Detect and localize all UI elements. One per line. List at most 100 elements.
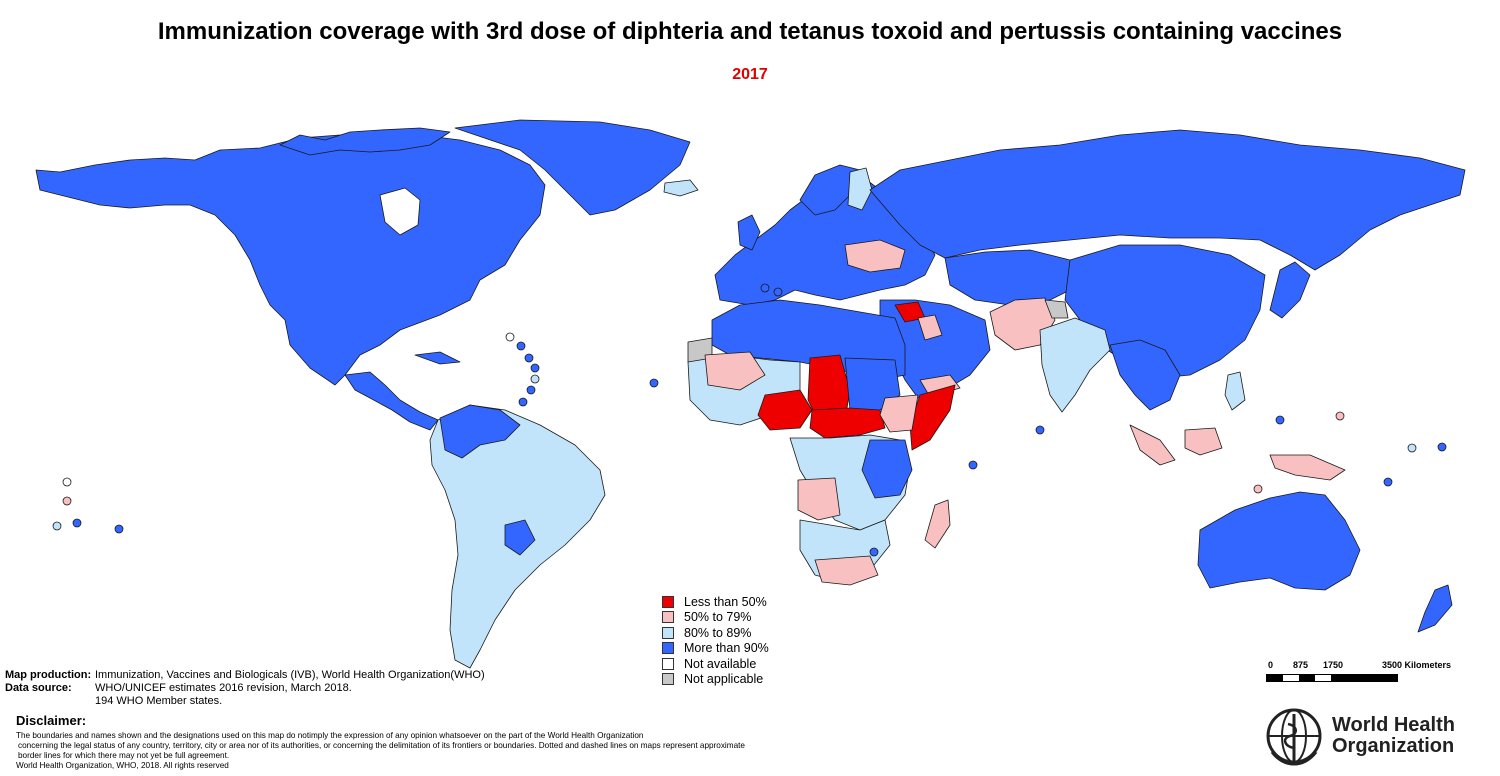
region-kashmir: [1044, 299, 1069, 319]
island-marker: [530, 363, 540, 373]
island-marker: [526, 385, 536, 395]
who-logo: World Health Organization: [1262, 704, 1455, 768]
production-key: Map production:: [5, 669, 92, 681]
source-value: WHO/UNICEF estimates 2016 revision, Marc…: [95, 682, 352, 694]
who-name-line2: Organization: [1332, 735, 1455, 757]
region-yemen: [919, 374, 961, 398]
island-marker: [530, 374, 540, 384]
legend-label: Not available: [684, 656, 757, 671]
legend-item: 80% to 89%: [662, 625, 769, 641]
island-marker: [505, 332, 515, 342]
region-japan: [1269, 261, 1311, 319]
island-marker: [1335, 411, 1345, 421]
island-marker: [62, 477, 72, 487]
scale-label: 3500 Kilometers: [1382, 660, 1452, 670]
region-iceland: [663, 179, 699, 197]
disclaimer-line: concerning the legal status of any count…: [18, 741, 745, 750]
source-key: Data source:: [5, 682, 72, 694]
region-hudson-bay: [379, 187, 421, 236]
scale-segments: [1266, 674, 1398, 682]
region-mali-mauritania: [704, 351, 766, 391]
region-east-africa: [861, 439, 913, 499]
region-arctic-islands: [279, 127, 451, 156]
region-central-america: [344, 371, 439, 431]
island-marker: [649, 378, 659, 388]
island-marker: [72, 518, 82, 528]
region-north-america: [35, 131, 546, 386]
island-marker: [968, 460, 978, 470]
legend: Less than 50% 50% to 79% 80% to 89% More…: [662, 594, 769, 687]
island-marker: [516, 341, 526, 351]
map-credits: Map production: Immunization, Vaccines a…: [5, 669, 485, 708]
region-drc: [797, 477, 841, 521]
legend-swatch: [662, 657, 674, 670]
island-marker: [52, 521, 62, 531]
island-marker: [518, 397, 528, 407]
region-central-africa-red: [809, 407, 886, 439]
region-ukraine: [844, 239, 906, 273]
region-papua: [1269, 454, 1346, 481]
island-marker: [1275, 415, 1285, 425]
island-marker: [1437, 442, 1447, 452]
legend-swatch: [662, 595, 674, 608]
region-nigeria: [757, 389, 813, 431]
island-marker: [62, 496, 72, 506]
region-cuba: [414, 351, 461, 365]
region-venezuela-colombia: [439, 404, 521, 459]
region-paraguay: [504, 519, 536, 556]
scale-bar: 0 875 1750 3500 Kilometers: [1266, 660, 1466, 682]
region-south-africa: [814, 555, 879, 586]
region-australia: [1197, 491, 1361, 591]
map-year: 2017: [732, 66, 768, 83]
legend-item: Less than 50%: [662, 594, 769, 610]
island-marker: [114, 524, 124, 534]
legend-swatch: [662, 642, 674, 655]
disclaimer-heading: Disclaimer:: [16, 713, 87, 728]
region-madagascar: [924, 499, 951, 549]
disclaimer-line: World Health Organization, WHO, 2018. Al…: [16, 761, 229, 770]
region-iraq: [917, 314, 943, 341]
region-philippines: [1224, 371, 1246, 411]
legend-item: Not applicable: [662, 672, 769, 688]
disclaimer-line: border lines for which there may not yet…: [18, 751, 230, 760]
island-marker: [1383, 477, 1393, 487]
scale-label: 875: [1293, 660, 1309, 670]
legend-label: More than 90%: [684, 641, 769, 656]
legend-item: 50% to 79%: [662, 610, 769, 626]
who-emblem-icon: [1266, 708, 1322, 766]
region-borneo: [1184, 427, 1223, 456]
who-name-line1: World Health: [1332, 714, 1455, 736]
disclaimer-line: The boundaries and names shown and the d…: [16, 731, 644, 740]
island-marker: [760, 283, 770, 293]
legend-label: 50% to 79%: [684, 610, 752, 625]
region-central-asia: [944, 249, 1081, 306]
legend-label: Less than 50%: [684, 594, 767, 609]
member-states-note: 194 WHO Member states.: [95, 695, 223, 707]
region-indonesia: [1129, 424, 1176, 466]
legend-swatch: [662, 611, 674, 624]
region-ethiopia: [879, 394, 919, 433]
island-marker: [1035, 425, 1045, 435]
legend-swatch: [662, 673, 674, 686]
island-marker: [869, 547, 879, 557]
legend-item: More than 90%: [662, 641, 769, 657]
region-new-zealand: [1417, 584, 1453, 633]
island-marker: [1407, 443, 1417, 453]
region-uk: [737, 214, 761, 251]
disclaimer-text: The boundaries and names shown and the d…: [16, 731, 786, 771]
island-marker: [524, 353, 534, 363]
legend-swatch: [662, 626, 674, 639]
region-finland: [847, 167, 873, 211]
island-marker: [773, 287, 783, 297]
map-title: Immunization coverage with 3rd dose of d…: [157, 18, 1343, 45]
island-marker: [1253, 484, 1263, 494]
region-russia: [869, 129, 1466, 271]
region-southeast-asia: [1109, 339, 1181, 411]
production-value: Immunization, Vaccines and Biologicals (…: [95, 669, 485, 681]
legend-label: 80% to 89%: [684, 625, 752, 640]
region-greenland: [454, 119, 691, 216]
legend-label: Not applicable: [684, 672, 764, 687]
region-india: [1039, 317, 1111, 413]
scale-label: 0: [1268, 660, 1274, 670]
